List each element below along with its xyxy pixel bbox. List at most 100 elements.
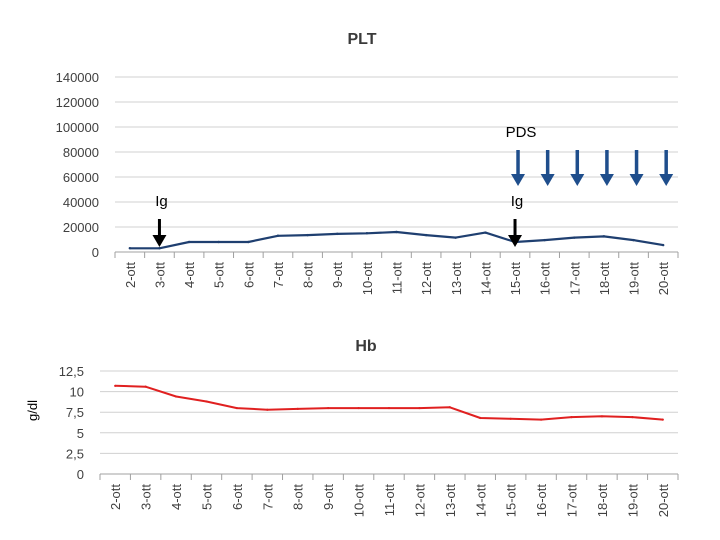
hb-title: Hb [355, 338, 377, 355]
pds-arrow-head [540, 174, 555, 186]
plt-y-tick-label: 140000 [56, 70, 99, 85]
plt-data-point [217, 240, 220, 244]
plt-y-tick-label: 60000 [63, 170, 99, 185]
hb-x-tick-label: 17-ott [565, 484, 580, 518]
hb-x-tick-label: 18-ott [595, 484, 610, 518]
plt-data-point [247, 240, 250, 244]
hb-data-point [114, 384, 117, 387]
plt-data-point [276, 234, 280, 237]
ig-arrow-head [508, 235, 523, 247]
hb-data-point [266, 408, 269, 411]
pds-arrow-head [570, 174, 585, 186]
hb-y-tick-label: 5 [77, 426, 84, 441]
plt-data-point [395, 230, 398, 234]
plt-x-tick-label: 13-ott [449, 262, 464, 296]
hb-x-tick-label: 16-ott [534, 484, 549, 518]
plt-y-tick-label: 0 [92, 245, 99, 260]
plt-data-point [306, 233, 309, 237]
plt-x-tick-label: 7-ott [271, 262, 286, 288]
plt-y-tick-label: 100000 [56, 120, 99, 135]
hb-data-point [661, 418, 664, 421]
plt-data-point [661, 243, 665, 247]
hb-x-tick-label: 11-ott [382, 484, 397, 517]
hb-data-point [418, 406, 421, 410]
plt-x-tick-label: 16-ott [538, 262, 553, 296]
hb-x-tick-label: 5-ott [199, 484, 214, 510]
plt-y-tick-label: 80000 [63, 145, 99, 160]
ig-annotation-label: Ig [155, 193, 168, 210]
hb-data-point [600, 415, 604, 418]
hb-y-axis-label: g/dl [25, 400, 40, 421]
plt-data-point [187, 240, 191, 244]
plt-data-point [454, 236, 457, 239]
hb-x-tick-label: 13-ott [443, 484, 458, 518]
hb-x-tick-label: 15-ott [504, 484, 519, 518]
hb-x-tick-label: 8-ott [291, 484, 306, 510]
pds-arrow-head [659, 174, 674, 186]
plt-data-point [336, 232, 339, 236]
plt-data-point [543, 238, 546, 242]
pds-annotation-label: PDS [506, 124, 537, 141]
plt-x-tick-label: 6-ott [241, 262, 256, 288]
hb-data-point [357, 406, 360, 410]
plt-data-point [365, 232, 369, 235]
hb-x-tick-label: 3-ott [139, 484, 154, 510]
plt-data-point [602, 235, 606, 238]
hb-data-point [479, 416, 482, 420]
plt-x-tick-label: 9-ott [330, 262, 345, 288]
plt-x-tick-label: 12-ott [419, 262, 434, 296]
hb-x-tick-label: 7-ott [260, 484, 275, 510]
plt-x-tick-label: 20-ott [656, 262, 671, 296]
hb-y-tick-label: 12,5 [59, 364, 84, 379]
hb-data-point [296, 407, 299, 411]
plt-x-tick-label: 15-ott [508, 262, 523, 296]
plt-title: PLT [347, 31, 376, 48]
plt-x-tick-label: 18-ott [597, 262, 612, 296]
pds-arrow-head [629, 174, 644, 186]
hb-data-point [174, 395, 178, 398]
plt-x-tick-label: 2-ott [123, 262, 138, 288]
hb-data-point [540, 418, 543, 421]
hb-data-point [235, 406, 238, 410]
plt-x-tick-label: 3-ott [152, 262, 167, 288]
ig-arrow-head [152, 235, 167, 247]
hb-x-tick-label: 6-ott [230, 484, 245, 510]
plt-data-point [128, 247, 132, 250]
hb-y-tick-label: 10 [70, 385, 84, 400]
plt-x-tick-label: 11-ott [390, 262, 405, 295]
hb-data-point [570, 416, 573, 419]
hb-data-point [144, 385, 147, 388]
plt-y-tick-label: 20000 [63, 220, 99, 235]
pds-arrow-head [599, 174, 614, 186]
plt-x-tick-label: 19-ott [627, 262, 642, 296]
ig-annotation-label: Ig [511, 193, 524, 210]
plt-x-tick-label: 4-ott [182, 262, 197, 288]
hb-y-tick-label: 0 [77, 467, 84, 482]
plt-chart: PLT 0 20000 40000 60000 80000 100000 120000 1400… [56, 31, 679, 296]
plt-data-point [573, 236, 576, 239]
plt-data-point [632, 238, 635, 242]
plt-x-tick-label: 10-ott [360, 262, 375, 296]
hb-y-tick-label: 2,5 [66, 446, 84, 461]
plt-x-tick-label: 5-ott [212, 262, 227, 288]
hb-y-tick-label: 7,5 [66, 405, 84, 420]
hb-x-tick-label: 2-ott [108, 484, 123, 510]
plt-x-tick-label: 14-ott [478, 262, 493, 296]
plt-x-tick-label: 8-ott [301, 262, 316, 288]
pds-arrow-head [511, 174, 526, 186]
hb-x-tick-label: 12-ott [412, 484, 427, 518]
hb-x-tick-label: 14-ott [473, 484, 488, 518]
plt-y-tick-label: 40000 [63, 195, 99, 210]
hb-x-tick-label: 9-ott [321, 484, 336, 510]
hb-x-tick-label: 10-ott [352, 484, 367, 518]
plt-data-point [484, 231, 487, 234]
hb-data-point [387, 406, 391, 410]
hb-data-point [205, 400, 208, 403]
plt-y-tick-label: 120000 [56, 95, 99, 110]
plt-x-tick-label: 17-ott [567, 262, 582, 296]
hb-series-line [115, 384, 663, 421]
hb-x-tick-label: 20-ott [656, 484, 671, 518]
hb-data-point [631, 416, 634, 419]
